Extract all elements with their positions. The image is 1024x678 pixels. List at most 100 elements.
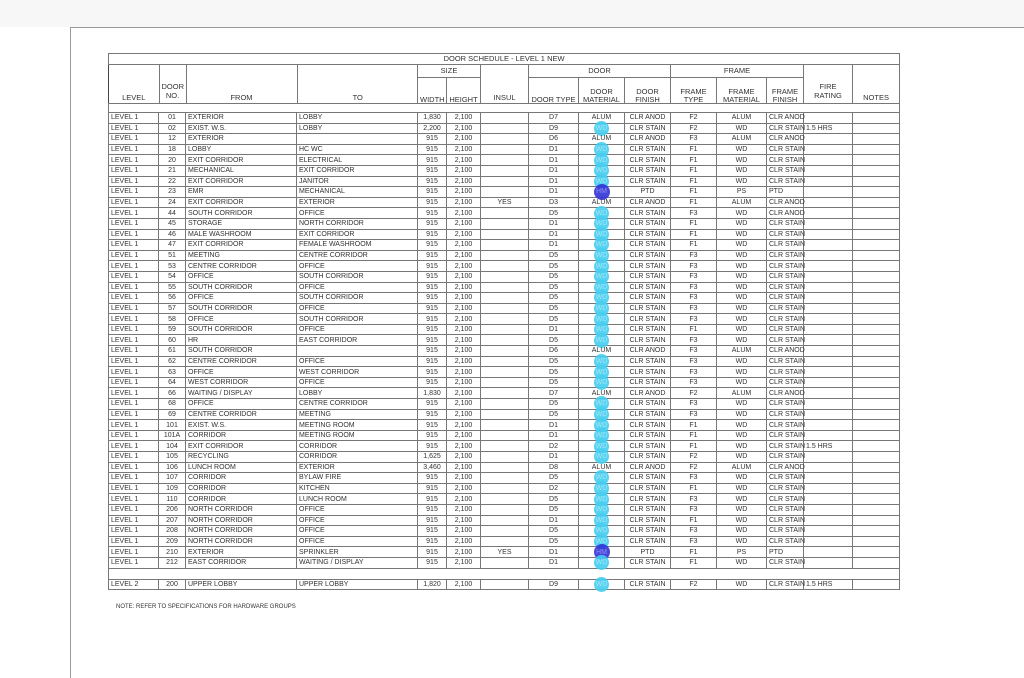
cell-insul (480, 366, 529, 378)
cell-width: 915 (417, 175, 447, 188)
cell-from: LOBBY (185, 143, 297, 156)
cell-to: MEETING ROOM (296, 429, 418, 442)
cell-from: MALE WASHROOM (185, 228, 297, 241)
cell-door-no: 68 (158, 398, 186, 410)
cell-notes (851, 323, 901, 336)
cell-door-finish: CLR STAIN (624, 228, 671, 241)
cell-width: 915 (417, 419, 447, 431)
door-material-text: WD (595, 453, 608, 461)
cell-fire-rating (803, 207, 853, 219)
cell-insul (480, 376, 529, 389)
cell-level: LEVEL 1 (108, 525, 159, 537)
cell-level: LEVEL 1 (108, 175, 159, 188)
cell-from: LUNCH ROOM (185, 461, 297, 474)
cell-frame-material: WD (716, 323, 767, 336)
cell-from: CORRIDOR (185, 429, 297, 442)
cell-frame-material: ALUM (716, 387, 767, 400)
cell-insul (480, 472, 529, 484)
cell-level: LEVEL 1 (108, 514, 159, 527)
cell-door-type: D1 (528, 154, 579, 166)
cell-fire-rating: 1.5 HRS (803, 122, 853, 135)
cell-to: EXIT CORRIDOR (296, 228, 418, 241)
cell-insul (480, 535, 529, 548)
cell-to: SOUTH CORRIDOR (296, 270, 418, 283)
cell-door-type: D5 (528, 270, 579, 283)
door-material-text: WD (595, 241, 608, 249)
cell-door-material: ALUM (578, 387, 625, 400)
table-row: LEVEL 1 107 CORRIDOR BYLAW FIRE 915 2,100 D5 WD… (108, 470, 901, 486)
cell-insul (480, 556, 529, 569)
cell-height: 2,100 (446, 143, 481, 156)
cell-fire-rating (803, 112, 853, 124)
cell-door-type: D5 (528, 535, 579, 548)
cell-door-material: WD (578, 375, 625, 391)
cell-from: EXIT CORRIDOR (185, 196, 297, 209)
cell-insul (480, 355, 529, 368)
cell-width: 915 (417, 207, 447, 219)
cell-from: CENTRE CORRIDOR (185, 260, 297, 272)
cell-fire-rating (803, 239, 853, 251)
cell-frame-finish: PTD (766, 186, 804, 198)
cell-level: LEVEL 1 (108, 493, 159, 505)
door-material-text: WD (595, 516, 608, 524)
cell-height: 2,100 (446, 323, 481, 336)
cell-door-type: D5 (528, 334, 579, 347)
table-row: LEVEL 1 210 EXTERIOR SPRINKLER 915 2,100 YES D1… (108, 544, 901, 561)
cell-frame-type: F1 (670, 546, 717, 558)
cell-door-finish: CLR ANOD (624, 112, 671, 124)
cell-frame-type: F1 (670, 239, 717, 251)
cell-fire-rating (803, 270, 853, 283)
cell-door-no: 200 (158, 578, 186, 591)
cell-from: EXTERIOR (185, 546, 297, 558)
cell-width: 915 (417, 345, 447, 357)
cell-door-finish: PTD (624, 546, 671, 558)
cell-height: 2,100 (446, 419, 481, 431)
cell-door-finish: CLR STAIN (624, 419, 671, 431)
cell-frame-material: ALUM (716, 196, 767, 209)
table-row: LEVEL 1 21 MECHANICAL EXIT CORRIDOR 915 2,100… (108, 163, 901, 179)
cell-level: LEVEL 1 (108, 535, 159, 548)
cell-notes (851, 514, 901, 527)
cell-frame-finish: CLR STAIN (766, 154, 805, 166)
cell-height: 2,100 (446, 482, 481, 495)
cell-door-type: D1 (528, 451, 579, 463)
cell-door-finish: CLR ANOD (624, 345, 671, 357)
door-material-text: ALUM (591, 114, 612, 122)
door-material-text: WD (595, 177, 608, 185)
cell-frame-type: F3 (670, 503, 717, 516)
cell-width: 915 (417, 546, 447, 558)
cell-frame-type: F2 (670, 461, 717, 474)
table-row: LEVEL 2 200 UPPER LOBBY UPPER LOBBY 1,820 2,1… (108, 576, 901, 592)
door-material-text: WD (595, 273, 608, 281)
cell-door-finish: CLR ANOD (624, 133, 671, 145)
table-row: LEVEL 1 105 RECYCLING CORRIDOR 1,625 2,100 D1 W… (108, 449, 901, 465)
cell-notes (851, 313, 901, 325)
cell-to: FEMALE WASHROOM (296, 239, 418, 251)
cell-frame-finish: CLR STAIN (766, 525, 805, 537)
cell-door-finish: CLR STAIN (624, 281, 671, 294)
cell-frame-finish: CLR STAIN (766, 122, 805, 135)
cell-width: 915 (417, 228, 447, 241)
cell-insul (480, 186, 529, 198)
cell-from: MECHANICAL (185, 164, 297, 177)
cell-insul (480, 154, 529, 166)
cell-from: EMR (185, 186, 297, 198)
cell-fire-rating (803, 217, 853, 230)
table-row: LEVEL 1 56 OFFICE SOUTH CORRIDOR 915 2,100 D5 W… (108, 290, 901, 306)
cell-insul (480, 482, 529, 495)
cell-to: JANITOR (296, 175, 418, 188)
cell-door-no: 46 (158, 228, 186, 241)
cell-to: MEETING (296, 408, 418, 421)
door-material-text: WD (595, 410, 608, 418)
cell-width: 915 (417, 503, 447, 516)
cell-door-no: 22 (158, 175, 186, 188)
cell-fire-rating (803, 228, 853, 241)
cell-door-finish: CLR STAIN (624, 451, 671, 463)
header-door-material: DOOR MATERIAL (578, 77, 625, 104)
cell-frame-material: WD (716, 175, 767, 188)
cell-door-no: 20 (158, 154, 186, 166)
cell-level: LEVEL 2 (108, 578, 159, 591)
cell-notes (851, 578, 901, 591)
table-row: LEVEL 1 110 CORRIDOR LUNCH ROOM 915 2,100 D5 WD… (108, 491, 901, 507)
cell-door-no: 54 (158, 270, 186, 283)
